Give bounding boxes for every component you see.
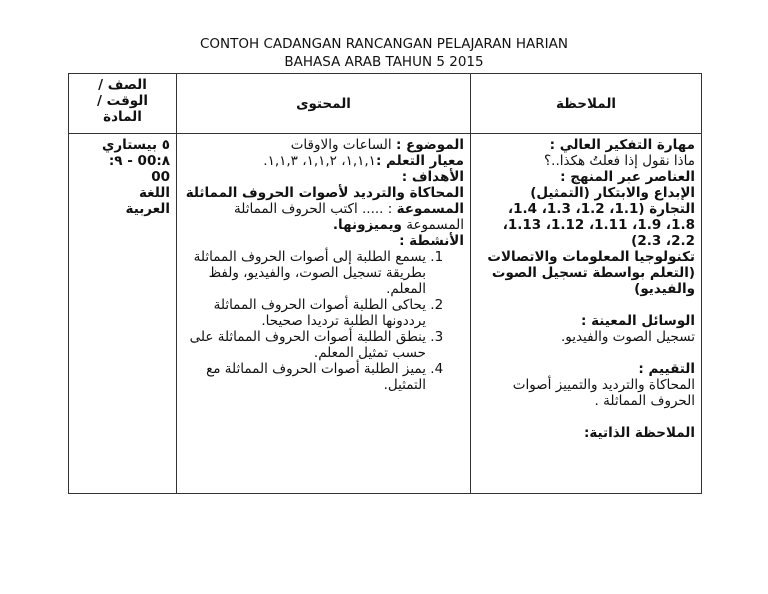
learning-standard: معيار التعلم :١,١,١، ١,١,٢، ١,١,٣. — [263, 153, 464, 169]
activity-item: يسمع الطلبة إلى أصوات الحروف المماثلة بط… — [183, 249, 426, 297]
lesson-row: ٥ بيستاري ٨:00 - ٩: 00 اللغة العربية الم… — [68, 133, 702, 494]
teaching-aids-value: تسجيل الصوت والفيديو. — [560, 329, 695, 345]
header-class-time-subject: الصف / الوقت / المادة — [68, 73, 177, 134]
cross-item: تكنولوجيا المعلومات والاتصالات (التعلم ب… — [487, 249, 695, 297]
teaching-aids-label: الوسائل المعينة : — [581, 313, 695, 329]
hots-label: مهارة التفكير العالي : — [549, 137, 695, 153]
assessment-value: المحاكاة والترديد والتمييز أصوات الحروف … — [512, 377, 695, 409]
activities-label: الأنشطة : — [399, 233, 464, 249]
cross-item: التجارة (1.1، 1.2، 1.3، 1.4، 1.8، 1.9، 1… — [502, 201, 695, 249]
cross-item: الإبداع والابتكار (التمثيل) — [530, 185, 695, 201]
notes-cell: مهارة التفكير العالي : ماذا نقول إذا فعل… — [470, 133, 702, 494]
document-subtitle: BAHASA ARAB TAHUN 5 2015 — [284, 54, 484, 70]
hots-value: ماذا نقول إذا فعلتُ هكذا..؟ — [543, 153, 695, 169]
activities-list: يسمع الطلبة إلى أصوات الحروف المماثلة بط… — [183, 249, 464, 393]
reflection-label: الملاحظة الذاتية: — [583, 425, 695, 441]
document-title: CONTOH CADANGAN RANCANGAN PELAJARAN HARI… — [200, 36, 568, 52]
header-content: المحتوى — [176, 73, 471, 134]
cross-curricular-label: العناصر عبر المنهج : — [560, 169, 695, 185]
content-cell: الموضوع : الساعات والاوقات معيار التعلم … — [176, 133, 471, 494]
topic: الموضوع : الساعات والاوقات — [290, 137, 464, 153]
header-row: الصف / الوقت / المادة المحتوى الملاحظة — [68, 73, 702, 134]
objective: المحاكاة والترديد لأصوات الحروف المماثلة… — [185, 185, 464, 233]
assessment-label: التقييم : — [638, 361, 695, 377]
activity-item: يميز الطلبة أصوات الحروف المماثلة مع الت… — [183, 361, 426, 393]
objectives-label: الأهداف : — [401, 169, 464, 185]
lesson-plan-table: الصف / الوقت / المادة المحتوى الملاحظة ٥… — [68, 73, 702, 494]
header-notes: الملاحظة — [470, 73, 702, 134]
class-time-cell: ٥ بيستاري ٨:00 - ٩: 00 اللغة العربية — [68, 133, 177, 494]
activity-item: يحاكى الطلبة أصوات الحروف المماثلة يرددو… — [183, 297, 426, 329]
activity-item: ينطق الطلبة أصوات الحروف المماثلة على حس… — [183, 329, 426, 361]
